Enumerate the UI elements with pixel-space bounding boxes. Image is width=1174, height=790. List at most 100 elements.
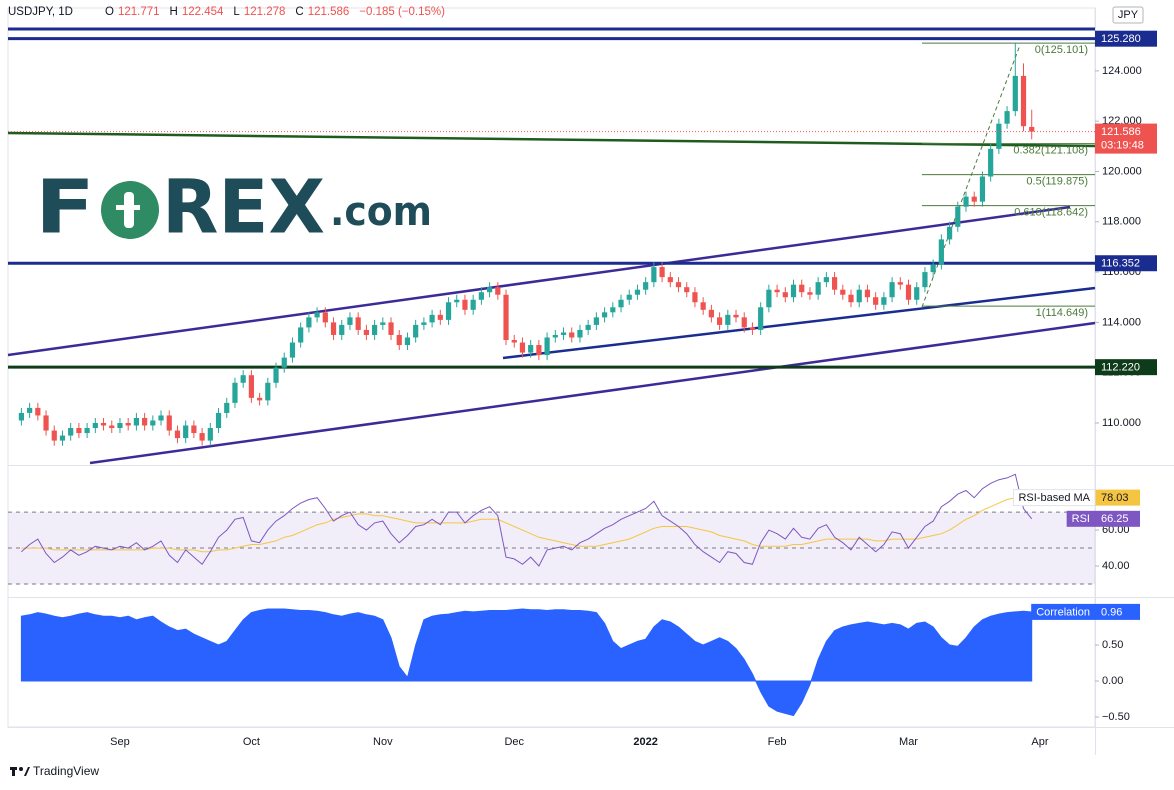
candle-body bbox=[388, 322, 394, 335]
ohlc-value: 122.454 bbox=[181, 6, 224, 18]
y-tick-label: 110.000 bbox=[1102, 417, 1141, 429]
tv-icon bbox=[12, 767, 15, 776]
candle-body bbox=[577, 329, 583, 338]
candle-body bbox=[215, 412, 222, 429]
candle-body bbox=[585, 324, 591, 330]
channel-line bbox=[7, 205, 1071, 357]
fib-label: 0.5(119.875) bbox=[1026, 176, 1088, 188]
trend-line bbox=[7, 131, 1096, 148]
ohlc-prefix: O bbox=[104, 6, 114, 18]
x-tick-label: Dec bbox=[504, 736, 524, 748]
candle-body bbox=[823, 277, 829, 283]
candle-body bbox=[1012, 75, 1018, 112]
candle-body bbox=[207, 428, 213, 441]
candle-body bbox=[848, 294, 854, 303]
candle-body bbox=[166, 415, 172, 431]
candle-body bbox=[248, 375, 254, 398]
ohlc-prefix: H bbox=[169, 6, 178, 18]
candle-body bbox=[232, 382, 238, 403]
candle-body bbox=[150, 420, 156, 426]
symbol: USDJPY, 1D bbox=[8, 6, 73, 18]
price-tag bbox=[1095, 255, 1157, 272]
candle-body bbox=[51, 430, 57, 441]
change: −0.185 (−0.15%) bbox=[359, 6, 445, 18]
candle-body bbox=[831, 277, 838, 290]
candle-body bbox=[495, 287, 501, 295]
candle-body bbox=[462, 299, 468, 310]
candle-body bbox=[445, 302, 452, 320]
x-tick-label: Mar bbox=[899, 736, 918, 748]
candle-body bbox=[76, 428, 82, 434]
candle-body bbox=[257, 397, 263, 401]
candle-body bbox=[1029, 126, 1035, 132]
candle-body bbox=[963, 196, 969, 207]
candle-body bbox=[224, 402, 230, 413]
candle-body bbox=[897, 282, 903, 285]
y-tick-label: 40.00 bbox=[1102, 560, 1130, 572]
candle-body bbox=[27, 407, 33, 413]
candle-body bbox=[873, 297, 879, 305]
candle-body bbox=[930, 264, 936, 273]
candle-body bbox=[938, 239, 944, 265]
candle-body bbox=[437, 314, 443, 320]
price-tag-label: 0.96 bbox=[1101, 606, 1122, 618]
candle-body bbox=[601, 312, 608, 318]
price-tag-label: 66.25 bbox=[1101, 513, 1129, 525]
currency-box bbox=[1112, 6, 1144, 24]
price-tag bbox=[1095, 30, 1157, 47]
candle-body bbox=[536, 345, 542, 356]
fib-trend bbox=[921, 44, 1021, 308]
y-tick-label: 118.000 bbox=[1102, 216, 1141, 228]
candle-body bbox=[306, 317, 312, 328]
logo-text: .com bbox=[330, 189, 432, 235]
candle-body bbox=[478, 292, 484, 300]
candle-body bbox=[946, 226, 953, 240]
candle-body bbox=[380, 322, 386, 325]
x-tick-label: Nov bbox=[373, 736, 393, 748]
price-tag-label: 116.352 bbox=[1101, 258, 1140, 270]
candle-body bbox=[396, 334, 402, 346]
candle-body bbox=[322, 312, 328, 323]
candle-body bbox=[716, 317, 723, 325]
candle-body bbox=[470, 299, 476, 310]
candle-body bbox=[404, 337, 411, 346]
candle-body bbox=[610, 307, 616, 313]
candle-body bbox=[790, 284, 797, 298]
candle-body bbox=[774, 289, 780, 293]
candle-body bbox=[35, 407, 41, 416]
candle-body bbox=[339, 324, 345, 335]
drawings bbox=[7, 27, 1096, 465]
ohlc-prefix: L bbox=[233, 6, 240, 18]
series-area bbox=[20, 608, 1033, 717]
ohlc-value: 121.771 bbox=[117, 6, 160, 18]
candle-body bbox=[766, 289, 772, 308]
axes: 110.000112.000114.000116.000118.000120.0… bbox=[110, 30, 1157, 748]
candle-body bbox=[421, 322, 427, 325]
logo-text: REX bbox=[162, 165, 325, 251]
candle-body bbox=[544, 337, 550, 356]
logo-text: F bbox=[35, 165, 95, 251]
candle-body bbox=[1020, 75, 1027, 127]
candle-body bbox=[429, 314, 435, 323]
price-tag-label: 125.280 bbox=[1101, 33, 1141, 45]
x-tick-label: 2022 bbox=[633, 736, 657, 748]
candle-body bbox=[59, 435, 66, 441]
candle-body bbox=[651, 267, 657, 283]
candle-body bbox=[372, 324, 378, 335]
candle-body bbox=[593, 317, 599, 325]
candle-body bbox=[486, 287, 493, 293]
candle-body bbox=[92, 422, 98, 429]
series-layer: 0(125.101) 0.382(121.108) 0.5(119.875) 0.61… bbox=[8, 37, 1095, 717]
candle-body bbox=[125, 422, 131, 426]
tv-icon bbox=[24, 767, 30, 776]
candle-body bbox=[618, 299, 624, 308]
price-tag-label: 112.220 bbox=[1101, 362, 1140, 374]
candle-body bbox=[996, 123, 1002, 149]
series-name: RSI bbox=[1072, 513, 1090, 525]
candle-body bbox=[289, 342, 296, 358]
candle-body bbox=[955, 206, 961, 227]
tv-icon bbox=[19, 767, 23, 771]
price-tag-label: 78.03 bbox=[1101, 492, 1129, 504]
candle-body bbox=[634, 289, 641, 295]
